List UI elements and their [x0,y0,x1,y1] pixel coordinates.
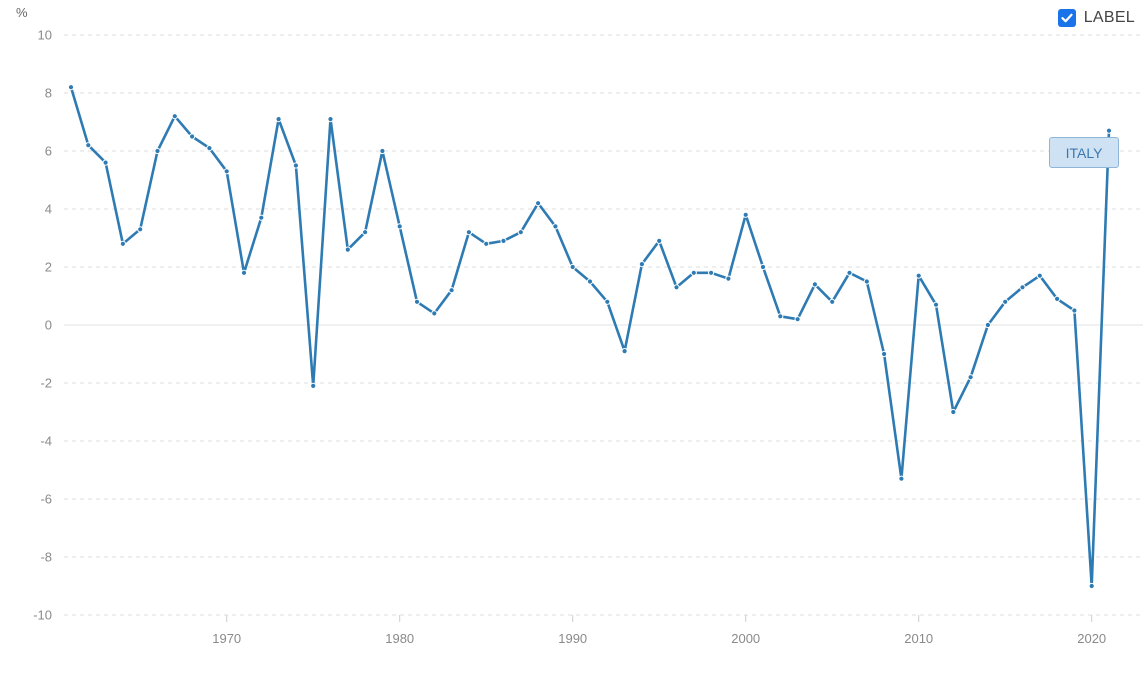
y-tick-label: -2 [40,376,52,391]
y-tick-label: -10 [33,608,52,623]
data-point[interactable] [431,310,438,317]
y-tick-label: 8 [45,86,52,101]
data-point[interactable] [811,281,819,288]
data-point[interactable] [898,475,905,482]
x-tick-label: 1980 [385,631,414,646]
x-tick-label: 2000 [731,631,760,646]
data-point[interactable] [846,269,853,276]
y-tick-label: 10 [38,28,52,43]
data-point[interactable] [638,261,646,268]
series-label-tag: ITALY [1049,137,1119,168]
grid-lines [64,34,1143,616]
data-point[interactable] [1071,307,1078,314]
y-unit-label: % [16,5,28,20]
data-point[interactable] [483,240,490,247]
legend-toggle[interactable]: LABEL [1057,9,1135,27]
data-point[interactable] [552,223,559,230]
data-point[interactable] [690,269,697,276]
data-point[interactable] [206,145,213,152]
y-tick-label: 4 [45,202,52,217]
data-point[interactable] [1036,272,1043,279]
data-point[interactable] [759,263,767,271]
legend-label: LABEL [1083,9,1135,26]
data-point[interactable] [240,269,248,276]
series-line [69,86,1111,588]
data-point[interactable] [621,348,628,355]
data-point[interactable] [396,223,403,230]
y-tick-label: -6 [40,492,52,507]
data-point[interactable] [154,147,161,155]
data-point[interactable] [1002,298,1009,305]
data-point[interactable] [413,298,421,305]
data-point[interactable] [863,278,870,285]
data-point[interactable] [448,287,455,294]
data-point[interactable] [102,159,109,166]
data-point[interactable] [344,246,351,253]
data-point[interactable] [223,168,230,175]
y-tick-label: 6 [45,144,52,159]
data-point[interactable] [362,229,369,236]
y-axis-ticks: 10 8 6 4 2 0 -2 -4 -6 -8 -10 [33,28,52,623]
data-point[interactable] [656,237,663,244]
data-point[interactable] [517,229,524,236]
data-point[interactable] [258,214,265,221]
y-tick-label: -8 [40,550,52,565]
data-point[interactable] [725,275,732,282]
data-point[interactable] [310,382,317,389]
data-point[interactable] [586,278,594,285]
data-point[interactable] [777,313,784,320]
checkbox-checked-icon[interactable] [1057,9,1076,27]
data-point[interactable] [535,200,542,207]
y-tick-label: 2 [45,260,52,275]
x-tick-label: 2010 [904,631,933,646]
data-point[interactable] [189,133,196,140]
data-point[interactable] [1054,295,1061,302]
data-point[interactable] [1105,127,1113,134]
series-italy [67,84,1113,590]
x-axis-ticks: 1970 1980 1990 2000 2010 2020 [212,615,1106,646]
data-point[interactable] [915,272,922,279]
data-point[interactable] [708,269,715,276]
data-point[interactable] [950,408,957,416]
data-point[interactable] [465,229,472,236]
data-point[interactable] [1088,582,1095,590]
data-point[interactable] [327,116,334,123]
data-point[interactable] [829,298,836,305]
x-tick-label: 2020 [1077,631,1106,646]
data-point[interactable] [569,263,576,271]
data-point[interactable] [85,142,92,149]
data-point[interactable] [984,321,992,329]
data-point[interactable] [967,374,974,381]
data-point[interactable] [673,284,680,291]
data-point[interactable] [500,237,507,244]
data-point[interactable] [275,116,282,123]
data-point[interactable] [604,298,611,305]
x-tick-label: 1970 [212,631,241,646]
x-tick-label: 1990 [558,631,587,646]
data-point[interactable] [1019,284,1026,291]
data-point[interactable] [67,84,75,91]
data-point[interactable] [932,301,940,308]
data-point[interactable] [742,211,749,218]
y-tick-label: -4 [40,434,52,449]
data-point[interactable] [794,316,801,323]
data-point[interactable] [171,113,178,120]
data-point[interactable] [119,240,127,247]
data-point[interactable] [292,162,299,169]
data-point[interactable] [881,350,888,358]
y-tick-label: 0 [45,318,52,333]
data-point[interactable] [379,147,386,155]
data-point[interactable] [137,226,144,233]
